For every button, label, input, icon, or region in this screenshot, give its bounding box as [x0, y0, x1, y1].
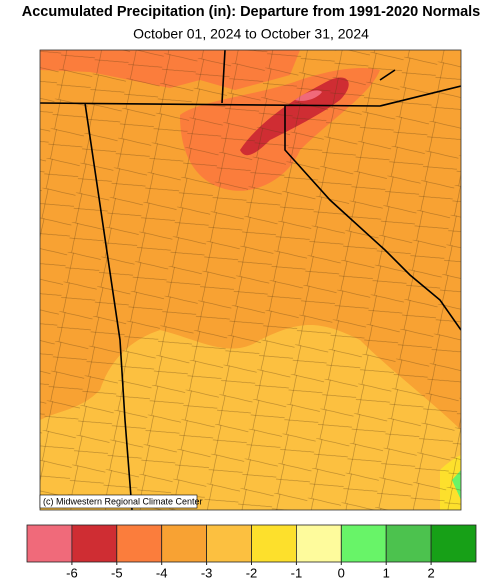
legend-tick-label: -4 [156, 565, 168, 580]
legend-tick-label: -2 [246, 565, 258, 580]
legend-swatch [430, 524, 477, 563]
legend-swatch [385, 524, 432, 563]
credit: (c) Midwestern Regional Climate Center [43, 496, 203, 506]
legend-swatch [206, 524, 252, 563]
legend-tick-label: -1 [291, 565, 303, 580]
legend-swatch [295, 524, 342, 563]
legend-swatch [251, 524, 297, 563]
legend-tick-label: -5 [111, 565, 123, 580]
legend-swatch [161, 524, 207, 563]
legend-swatch [26, 524, 73, 563]
credit-box [39, 494, 198, 509]
legend-swatch [71, 524, 118, 563]
legend-tick-label: -6 [66, 565, 78, 580]
legend-tick-label: 0 [338, 565, 345, 580]
map-frame [39, 49, 462, 511]
state-lines [40, 50, 461, 510]
legend-tick-label: -3 [201, 565, 213, 580]
legend-tick-label: 2 [427, 565, 434, 580]
county-lines [40, 50, 461, 510]
map [40, 50, 461, 510]
title: Accumulated Precipitation (in): Departur… [22, 4, 481, 20]
legend-tick-label: 1 [383, 565, 390, 580]
subtitle: October 01, 2024 to October 31, 2024 [133, 26, 369, 42]
legend-swatch [340, 524, 387, 563]
legend-swatch [116, 524, 163, 563]
